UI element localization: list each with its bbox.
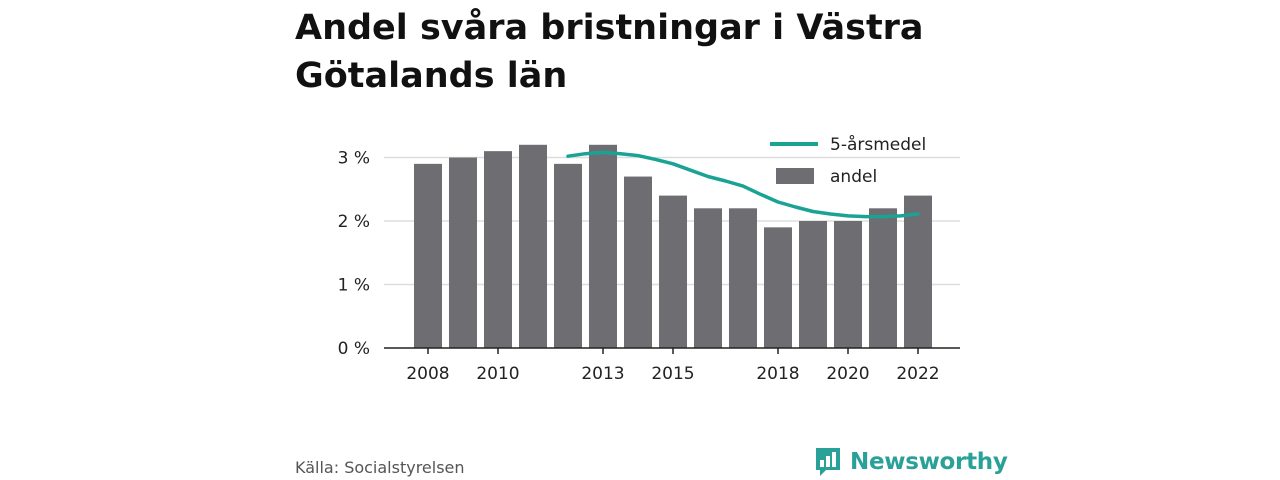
bar <box>799 221 827 348</box>
chart-title: Andel svåra bristningar i Västra Götalan… <box>295 8 924 96</box>
x-tick-label: 2020 <box>826 364 869 384</box>
bar <box>449 157 477 348</box>
bar <box>589 144 617 348</box>
brand-name: Newsworthy <box>850 449 1008 475</box>
brand-logo[interactable]: Newsworthy <box>814 446 1008 478</box>
source-text: Källa: Socialstyrelsen <box>295 458 465 477</box>
bar <box>904 195 932 348</box>
bar <box>414 163 442 348</box>
bar <box>869 208 897 348</box>
bar <box>729 208 757 348</box>
y-tick-label: 3 % <box>338 149 370 169</box>
legend-label: 5-årsmedel <box>830 134 926 155</box>
bar <box>624 176 652 348</box>
legend-label: andel <box>830 167 877 187</box>
x-tick-label: 2010 <box>476 364 519 384</box>
legend-swatch-bar <box>776 168 814 184</box>
x-tick-label: 2018 <box>756 364 799 384</box>
bar <box>554 163 582 348</box>
bar <box>764 227 792 348</box>
y-tick-label: 2 % <box>338 212 370 232</box>
bar <box>484 151 512 348</box>
x-tick-label: 2008 <box>406 364 449 384</box>
series-line-5-arsmedel <box>566 150 920 219</box>
bar <box>519 144 547 348</box>
chart-area: 0 % 1 % 2 % 3 % 2008 2010 2013 2015 2018 2020 2022… <box>338 134 960 384</box>
y-tick-label: 0 % <box>338 339 370 359</box>
x-tick-label: 2022 <box>896 364 939 384</box>
y-tick-label: 1 % <box>338 276 370 296</box>
bar <box>834 221 862 348</box>
x-tick-label: 2013 <box>581 364 624 384</box>
bar <box>694 208 722 348</box>
bar <box>659 195 687 348</box>
x-tick-label: 2015 <box>651 364 694 384</box>
bar-chart-speech-bubble-icon <box>816 448 840 476</box>
